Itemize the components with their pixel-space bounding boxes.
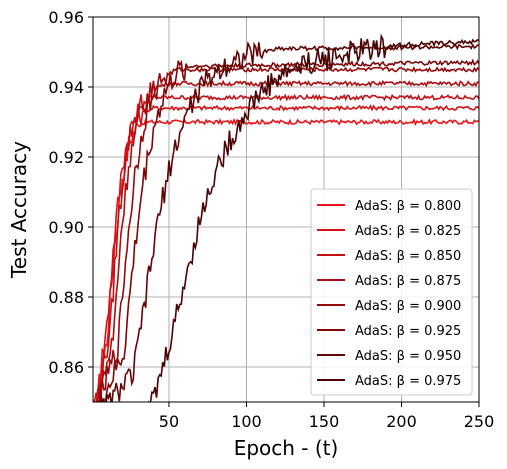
y-axis: 0.86 0.88 0.90 0.92 0.94 0.96 (48, 8, 93, 377)
legend-label: AdaS: β = 0.975 (355, 374, 461, 389)
legend-box (310, 188, 473, 396)
series-line (98, 40, 479, 402)
y-tick-label: 0.92 (48, 148, 84, 167)
y-tick-label: 0.88 (48, 288, 84, 307)
legend: AdaS: β = 0.800 AdaS: β = 0.825 AdaS: β = … (310, 188, 473, 396)
y-tick-label: 0.94 (48, 78, 84, 97)
series-line (93, 117, 479, 402)
plot-frame (92, 16, 480, 403)
x-tick-label: 250 (464, 412, 495, 431)
x-tick-label: 150 (309, 412, 340, 431)
x-tick-label: 50 (159, 412, 179, 431)
y-tick-label: 0.90 (48, 218, 84, 237)
legend-label: AdaS: β = 0.950 (355, 349, 461, 364)
series-lines (93, 33, 479, 402)
y-tick-label: 0.86 (48, 358, 84, 377)
x-tick-label: 200 (386, 412, 417, 431)
x-tick-label: 100 (231, 412, 262, 431)
y-tick-label: 0.96 (48, 8, 84, 27)
legend-label: AdaS: β = 0.900 (355, 299, 461, 314)
series-line (148, 33, 479, 402)
y-axis-label: Test Accuracy (7, 141, 31, 279)
series-line (93, 103, 479, 402)
x-axis-label: Epoch - (t) (234, 436, 339, 460)
legend-label: AdaS: β = 0.925 (355, 324, 461, 339)
legend-label: AdaS: β = 0.850 (355, 249, 461, 264)
x-axis: 50 100 150 200 250 (159, 402, 494, 431)
legend-label: AdaS: β = 0.825 (355, 224, 461, 239)
legend-label: AdaS: β = 0.800 (355, 199, 461, 214)
legend-label: AdaS: β = 0.875 (355, 274, 461, 289)
